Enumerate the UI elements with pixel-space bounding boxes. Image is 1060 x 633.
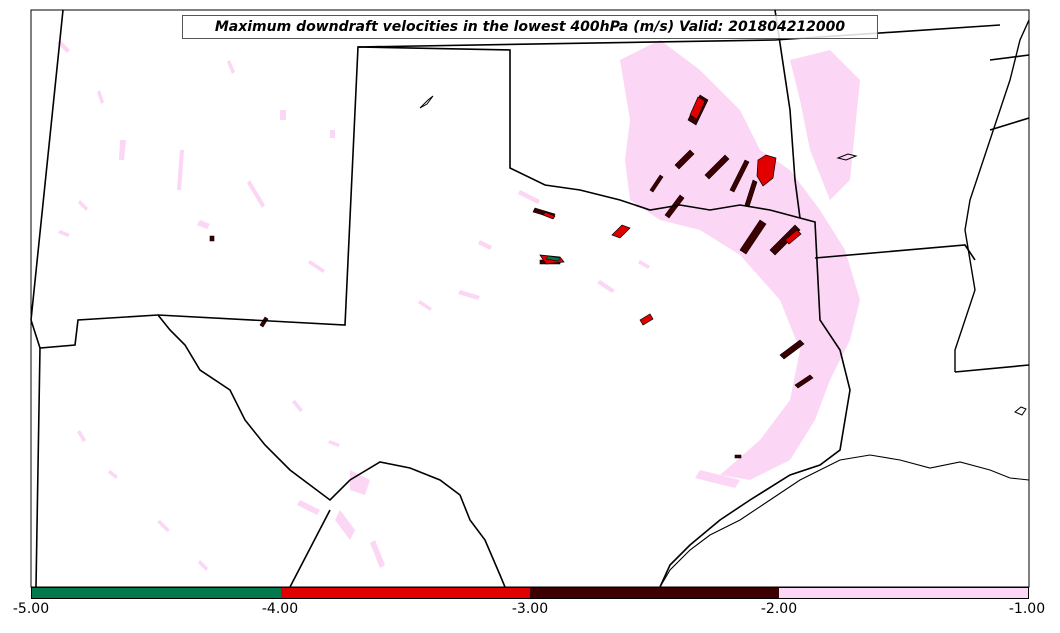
mississippi-river xyxy=(954,19,1030,372)
lake-outline xyxy=(836,153,858,161)
colorbar-bin-dark xyxy=(530,588,779,598)
map-title: Maximum downdraft velocities in the lowe… xyxy=(182,15,878,39)
colorbar-bin-light xyxy=(779,588,1028,598)
colorbar-tick: -4.00 xyxy=(261,601,299,617)
colorbar-tick: -3.00 xyxy=(511,601,549,617)
red-downdraft-areas xyxy=(539,96,802,326)
state-borders xyxy=(30,9,1030,588)
island-outline xyxy=(1014,406,1027,416)
colorbar-bin-red xyxy=(281,588,530,598)
map-frame xyxy=(30,9,1030,588)
colorbar-tick: -5.00 xyxy=(12,601,50,617)
lake-outline xyxy=(419,95,434,109)
colorbar-tick: -2.00 xyxy=(760,601,798,617)
green-downdraft-areas xyxy=(545,255,561,262)
gulf-coastline xyxy=(659,454,1030,588)
colorbar-tick: -1.00 xyxy=(1008,601,1046,617)
colorbar-bin-green xyxy=(32,588,281,598)
light-downdraft-areas xyxy=(57,40,860,571)
colorbar xyxy=(31,587,1029,599)
